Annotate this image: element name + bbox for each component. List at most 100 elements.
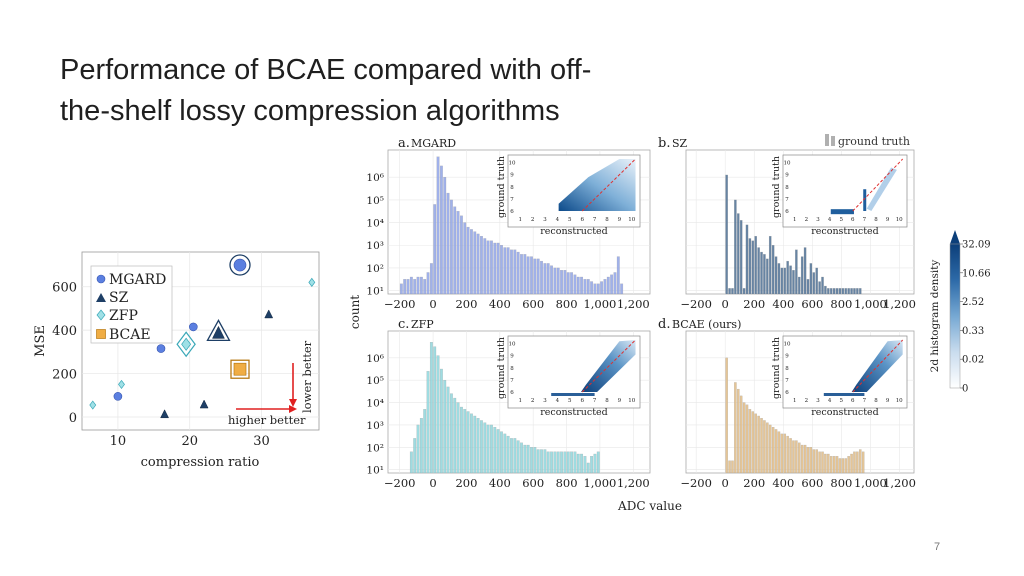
inset-xtick-label: 10 [896, 398, 903, 404]
histogram-bar-outline [520, 442, 523, 474]
histogram-bar-outline [606, 276, 610, 295]
histogram-bar [766, 258, 769, 294]
histogram-bar-outline [829, 456, 833, 474]
inset-xlabel: reconstructed [540, 226, 608, 237]
histogram-bar-outline [809, 447, 813, 474]
histogram-bar-outline [413, 438, 417, 474]
inset-xtick-label: 10 [628, 398, 635, 404]
ground-truth-swatch-1 [825, 134, 829, 146]
histogram-bar-outline [806, 279, 810, 295]
scatter-point-mgard [113, 392, 123, 401]
histogram-bar [556, 451, 560, 473]
inset-xtick-label: 3 [543, 217, 547, 223]
histogram-bar [774, 429, 778, 473]
histogram-bar-outline [780, 267, 784, 295]
histogram-bar [772, 427, 775, 473]
histogram-bar-outline [456, 402, 460, 474]
histogram-bar [516, 440, 520, 473]
histogram-bar-outline [610, 274, 614, 295]
histogram-bar-outline [760, 251, 763, 295]
histogram-bar-outline [797, 276, 801, 295]
histogram-bar [453, 206, 457, 294]
histogram-bar [403, 279, 406, 294]
histogram-bar [513, 249, 517, 294]
histogram-bar-outline [506, 247, 510, 295]
histogram-bar [853, 288, 856, 294]
inset-identity-line [581, 339, 636, 393]
histogram-bar [463, 409, 467, 473]
histogram-bar [426, 272, 430, 294]
histogram-bar-outline [523, 444, 527, 474]
histogram-bar-outline [748, 409, 752, 474]
histogram-bar [410, 276, 413, 294]
histogram-panel-label: d. [658, 317, 670, 332]
inset-xtick-label: 7 [863, 217, 867, 223]
histogram-bar [803, 445, 807, 473]
histogram-bar-outline [832, 288, 836, 295]
histogram-bar [473, 415, 477, 473]
histogram-bar-outline [725, 357, 728, 474]
histogram-bar-outline [423, 409, 427, 474]
inset-ytick-label: 7 [785, 197, 789, 203]
inset-density-floor [823, 393, 865, 396]
histogram-bar-outline [789, 438, 792, 474]
scatter-axes-frame [81, 251, 320, 431]
histogram-bar [737, 389, 740, 473]
inset-xtick-label: 7 [593, 398, 597, 404]
histogram-bar-outline [757, 415, 760, 474]
scatter-xtick-label: 30 [253, 434, 270, 449]
histogram-xtick-label: 0 [722, 297, 729, 311]
histogram-bar [570, 451, 573, 473]
histogram-bar [783, 433, 786, 473]
histogram-xtick-label: 600 [522, 476, 544, 490]
histogram-bar [856, 451, 859, 473]
histogram-bar-outline [737, 213, 740, 295]
inset-xtick-label: 5 [568, 398, 572, 404]
scatter-highlight-ring-sz [206, 319, 231, 342]
histogram-bar-outline [546, 451, 550, 474]
histogram-bar [824, 286, 827, 294]
inset-ytick-label: 6 [510, 390, 514, 396]
histogram-bar [413, 279, 416, 294]
histogram-bar [748, 238, 752, 294]
inset-xtick-label: 1 [518, 217, 522, 223]
histogram-xtick-label: 800 [556, 297, 578, 311]
histogram-bar-outline [853, 288, 856, 295]
histogram-bar-outline [580, 276, 584, 295]
inset-density-region [866, 167, 897, 211]
lower-better-arrowhead [289, 399, 297, 407]
histogram-bar-outline [858, 449, 862, 474]
scatter-point-zfp [89, 400, 97, 410]
ground-truth-legend: ground truth [825, 134, 910, 148]
histogram-bar [777, 263, 781, 294]
histogram-bar-outline [777, 431, 781, 474]
histogram-bar-outline [573, 274, 577, 295]
inset-ytick-label: 8 [785, 366, 789, 372]
histogram-panel-method: ZFP [411, 318, 434, 331]
histogram-bar [543, 449, 547, 473]
histogram-bar-outline [580, 453, 584, 474]
histogram-bar [540, 261, 543, 294]
inset-ytick-label: 6 [785, 390, 789, 396]
scatter-highlight-ring-bcae [230, 359, 250, 379]
colorbar-tick-label: 0.02 [962, 355, 984, 366]
histogram-bar [725, 357, 728, 473]
inset-ytick-label: 6 [510, 209, 514, 215]
histogram-bar [850, 288, 853, 294]
inset-xtick-label: 3 [543, 398, 547, 404]
lower-better-label: lower better [300, 340, 314, 413]
scatter-point-sz [264, 309, 274, 319]
inset-ytick-label: 7 [510, 378, 514, 384]
histogram-bar-outline [583, 456, 587, 474]
inset-xtick-label: 4 [828, 398, 832, 404]
histogram-xtick-label: −200 [680, 476, 712, 490]
histogram-bar-outline [827, 453, 830, 474]
histogram-bar-outline [469, 229, 473, 295]
histogram-bar [853, 451, 856, 473]
histogram-bar-outline [480, 235, 483, 295]
histogram-bar-outline [809, 263, 813, 295]
histogram-bar [410, 451, 413, 473]
histogram-panel-method: MGARD [411, 137, 456, 150]
histogram-bar [780, 267, 783, 294]
histogram-bar-outline [550, 451, 553, 474]
